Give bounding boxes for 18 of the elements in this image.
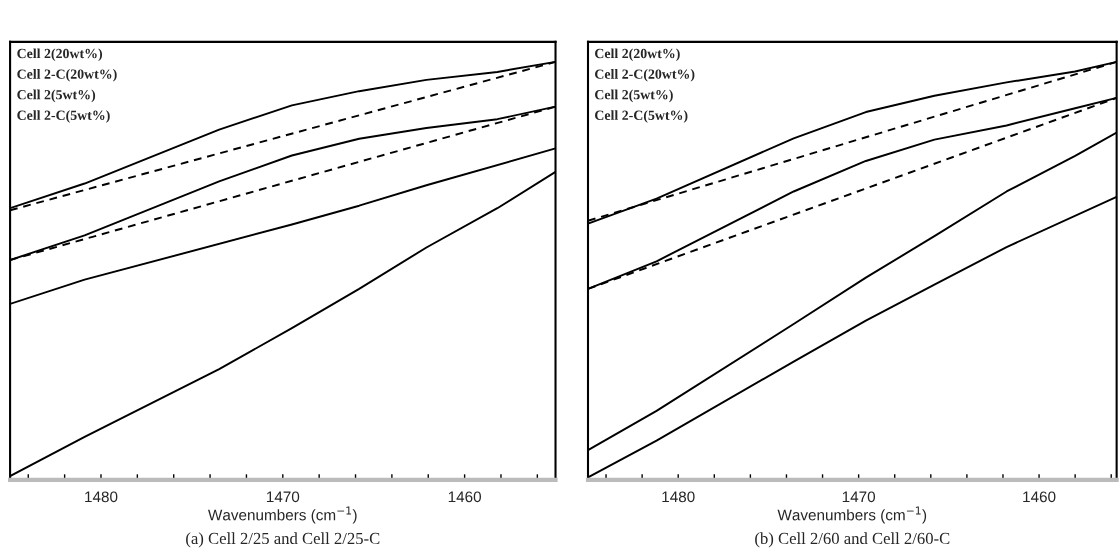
- text: (b) Cell 2/60 and Cell 2/60-C: [755, 532, 950, 548]
- x-tick-label: 1460: [1023, 491, 1056, 503]
- text: (a) Cell 2/25 and Cell 2/25-C: [186, 532, 380, 548]
- x-tick-label: 1470: [842, 491, 876, 503]
- x-tick-label: 1480: [85, 491, 118, 503]
- annotation: Cell 2-C(5wt%): [17, 110, 110, 123]
- text: Cell 2(20wt%): [17, 48, 103, 62]
- annotation: Cell 2-C(20wt%): [595, 69, 695, 82]
- annotation: Cell 2(5wt%): [595, 89, 673, 103]
- x-axis-title: Wavenumbers (cm$^{−1}$): [777, 506, 927, 524]
- x-tick-label: 1460: [448, 491, 482, 503]
- x-axis-title: Wavenumbers (cm$^{−1}$): [208, 506, 357, 524]
- annotation: Cell 2-C(20wt%): [17, 69, 117, 82]
- annotation: Cell 2(5wt%): [17, 89, 96, 103]
- x-tick-label: 1470: [266, 491, 300, 503]
- text: Cell 2(20wt%): [595, 48, 680, 62]
- x-tick-label: 1480: [662, 491, 695, 503]
- annotation: Cell 2-C(5wt%): [595, 110, 688, 123]
